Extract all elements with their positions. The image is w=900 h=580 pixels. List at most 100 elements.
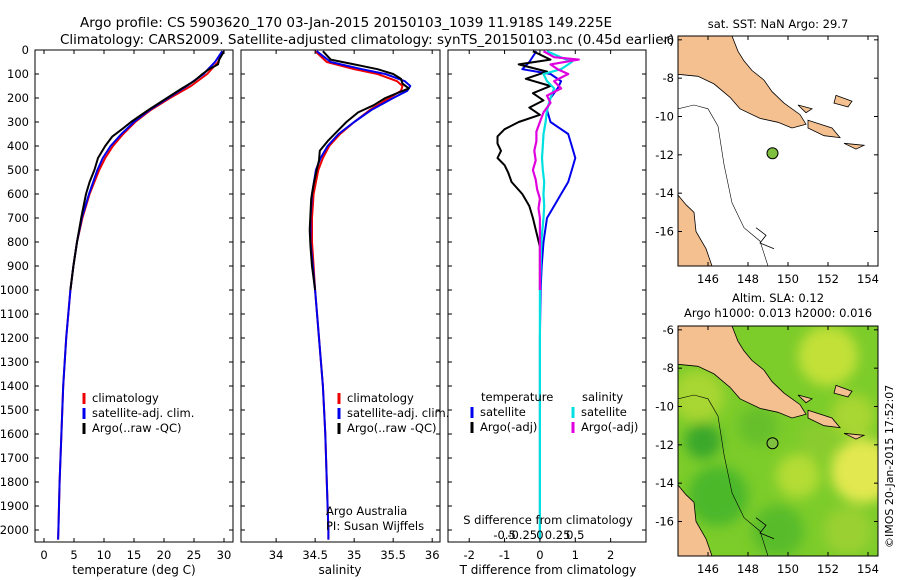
series-line-s-argo-adj- [531, 50, 580, 290]
sla-anomaly-patch [776, 454, 820, 498]
x-tick-label: 15 [127, 548, 142, 562]
x-tick-label: 20 [157, 548, 172, 562]
x-tick-label: 5 [70, 548, 77, 562]
depth-tick-label: 200 [7, 91, 29, 105]
legend-label: Argo(..raw -QC) [92, 421, 182, 435]
salinity-panel: 34 34.5 35 35.5 36 salinity climatologysatel… [240, 49, 449, 577]
lon-tick-label: 150 [777, 562, 799, 576]
x-tick-label: 1 [572, 548, 579, 562]
sla-anomaly-patch [800, 423, 836, 459]
reef-outline [755, 227, 775, 250]
series-line-argo-raw-qc- [308, 50, 410, 291]
argo-position-marker-sla [766, 437, 779, 450]
x-tick-label: -1 [499, 548, 510, 562]
argo-position-marker [766, 147, 779, 160]
legend-title-temperature: temperature [481, 390, 553, 404]
land-australia [678, 194, 713, 266]
difference-axes-frame [447, 49, 647, 543]
x-tick-label: 34.5 [302, 548, 328, 562]
lat-tick-label: -16 [655, 225, 674, 239]
x-tick-label: 0 [40, 548, 47, 562]
lat-tick-label: -8 [663, 71, 674, 85]
sst-map: sat. SST: NaN Argo: 29.7 -6 -8 -10 -12 -14 -1… [655, 17, 879, 286]
shelf-contour [678, 394, 769, 556]
sst-map-frame [677, 35, 879, 267]
sla-anomaly-patch [824, 507, 872, 555]
legend-label: satellite-adj. clim. [347, 406, 449, 420]
x-tick-label: 10 [97, 548, 112, 562]
depth-tick-label: 1800 [0, 475, 29, 489]
depth-axis: 0 100 200 300 400 500 600 700 800 900 1000 1100 1200… [0, 43, 29, 537]
lon-tick-label: 150 [777, 272, 799, 286]
x-tick-label: 35.5 [380, 548, 406, 562]
legend-label: satellite [581, 405, 627, 419]
difference-panel: -2 -1 0 1 2-0.5-0.25 0 0.250.5 S difference fr… [447, 49, 647, 577]
depth-tick-label: 100 [7, 67, 29, 81]
sla-anomaly-patch [738, 406, 778, 446]
shelf-contour [678, 104, 769, 266]
depth-tick-label: 1700 [0, 451, 29, 465]
land-island [843, 142, 866, 150]
x-tick-label: 34 [269, 548, 284, 562]
sla-anomaly-patch [831, 394, 875, 438]
x-tick-label: 30 [217, 548, 232, 562]
legend-label: satellite-adj. clim. [92, 406, 194, 420]
temperature-xlabel: temperature (deg C) [72, 563, 195, 577]
depth-tick-label: 1100 [0, 307, 29, 321]
lon-tick-label: 152 [817, 272, 839, 286]
sla-anomaly-patch [831, 439, 878, 503]
depth-tick-label: 1300 [0, 355, 29, 369]
legend-title-salinity: salinity [582, 390, 623, 404]
lat-tick-label: -16 [655, 515, 674, 529]
depth-tick-label: 600 [7, 187, 29, 201]
depth-tick-label: 2000 [0, 523, 29, 537]
annotation-pi: PI: Susan Wijffels [326, 519, 424, 533]
series-line-satellite-adj-clim- [309, 50, 412, 540]
depth-tick-label: 0 [22, 43, 29, 57]
x-top-tick-label: -0.25 [507, 528, 537, 542]
sla-map-title2: Argo h1000: 0.013 h2000: 0.016 [684, 306, 872, 320]
figure-title-line2: Climatology: CARS2009. Satellite-adjuste… [60, 32, 674, 48]
land-island [807, 119, 841, 139]
legend-label: satellite [480, 405, 526, 419]
depth-tick-label: 800 [7, 235, 29, 249]
depth-tick-label: 700 [7, 211, 29, 225]
difference-xlabel: T difference from climatology [459, 563, 637, 577]
salinity-xlabel: salinity [318, 563, 361, 577]
depth-tick-label: 500 [7, 163, 29, 177]
lon-tick-label: 154 [857, 562, 879, 576]
lat-tick-label: -14 [655, 476, 674, 490]
sla-map: Altim. SLA: 0.12 Argo h1000: 0.013 h2000… [655, 291, 879, 576]
sla-anomaly-patch [688, 466, 748, 526]
annotation-argo-australia: Argo Australia [326, 504, 407, 518]
x-top-tick-label: 0.5 [566, 528, 584, 542]
sla-map-title1: Altim. SLA: 0.12 [732, 291, 824, 305]
temperature-panel: 0 5 10 15 20 25 30 temperature (deg C) climato… [34, 49, 234, 577]
land-new-guinea [678, 36, 807, 129]
salinity-axes-frame [240, 49, 441, 543]
depth-tick-label: 300 [7, 115, 29, 129]
sst-map-title: sat. SST: NaN Argo: 29.7 [708, 17, 849, 31]
lat-tick-label: -14 [655, 186, 674, 200]
lat-tick-label: -12 [655, 148, 674, 162]
difference-legend: temperature salinitysatelliteArgo(-adj)sa… [470, 390, 638, 434]
depth-tick-label: 1400 [0, 379, 29, 393]
depth-tick-label: 1000 [0, 283, 29, 297]
sla-map-frame [677, 325, 879, 557]
depth-tick-label: 400 [7, 139, 29, 153]
reef-outline [755, 517, 775, 540]
land-island [833, 384, 853, 398]
land-island [797, 104, 813, 114]
x-top-tick-label: 0 [536, 528, 543, 542]
x-tick-label: 36 [425, 548, 440, 562]
lon-tick-label: 148 [737, 272, 759, 286]
lat-tick-label: -10 [655, 110, 674, 124]
land-australia [678, 484, 713, 556]
land-new-guinea [678, 326, 807, 419]
depth-tick-label: 900 [7, 259, 29, 273]
x-top-tick-label: 0.25 [545, 528, 571, 542]
legend-label: Argo(-adj) [581, 420, 638, 434]
legend-label: climatology [92, 391, 159, 405]
